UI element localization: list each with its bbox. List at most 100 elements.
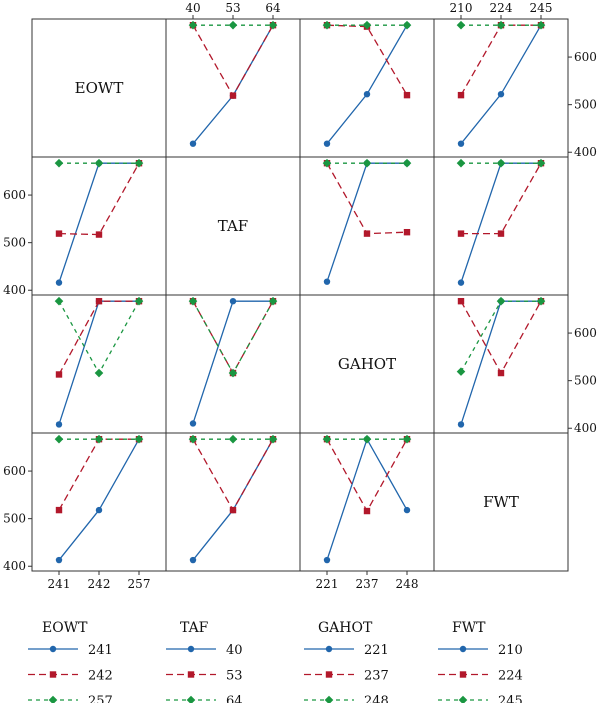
data-point [188,296,198,306]
series-line [460,24,542,145]
data-point [536,158,546,168]
series-line [326,162,408,235]
series-line [460,162,541,283]
panel-frame [433,156,569,296]
data-point [55,506,63,514]
data-point [55,421,63,428]
series-line [460,300,542,375]
y-tick-label: 500 [3,236,26,250]
legend-item-label: 221 [364,643,389,658]
data-point [54,296,64,306]
data-point [229,92,237,99]
data-point [362,158,372,168]
data-point [402,20,412,30]
interaction-panel [54,434,144,564]
series-line [326,438,408,513]
series-line [460,300,541,372]
data-point [268,296,278,306]
legend-marker [458,695,468,703]
data-point [189,420,197,427]
data-point [134,296,144,306]
data-point [456,367,466,376]
panel-frame [433,432,569,572]
legend-item-label: 248 [364,694,389,703]
data-point [268,20,278,30]
factor-label: EOWT [75,79,124,97]
series-line [58,162,140,236]
series-line [326,437,408,561]
series-line [192,24,274,97]
interaction-panel [188,434,278,564]
y-tick-label: 400 [3,283,26,297]
data-point [363,90,371,98]
panel-frame [165,294,301,434]
legend-item-label: 64 [226,694,243,703]
series-line [192,24,274,145]
y-tick-label: 500 [574,98,597,112]
series-line [192,300,274,375]
legend-item-label: 237 [364,669,389,684]
legend-item-label: 241 [88,643,113,658]
interaction-panel [54,296,144,428]
data-point [456,20,466,30]
data-point [363,507,371,515]
series-line [460,300,541,425]
data-point [95,506,103,514]
data-point [134,434,144,444]
data-point [323,278,331,285]
series-line [326,24,408,96]
data-point [228,434,238,444]
legend-title: FWT [452,620,486,636]
interaction-panel [188,296,278,427]
data-point [457,140,465,147]
factor-label: GAHOT [338,355,396,373]
panel-frame [299,432,435,572]
x-tick-label: 242 [88,577,111,591]
legend-group: GAHOT 221 237 248 [304,620,389,703]
data-point [497,230,505,237]
data-point [362,20,372,30]
legend-marker [325,645,333,653]
panel-frame [299,156,435,296]
data-point [189,140,197,147]
data-point [497,369,505,377]
legend-item-label: 210 [498,643,523,658]
data-point [323,140,331,147]
y-tick-label: 400 [574,421,597,435]
legend-marker [324,695,334,703]
interaction-panel [322,434,412,564]
series-line [326,162,407,282]
data-point [323,556,331,564]
data-point [457,279,465,286]
data-point [403,506,411,514]
x-tick-label: 210 [450,1,473,15]
legend-marker [459,645,467,653]
data-point [403,91,411,99]
legend-marker [49,645,57,653]
panel-frame [165,18,301,158]
data-point [54,158,64,168]
panel-frame [31,432,167,572]
y-tick-label: 500 [574,374,597,388]
legend-group: TAF 40 53 64 [166,620,243,703]
data-point [496,20,506,30]
legend-marker [49,671,57,678]
data-point [55,556,63,564]
y-tick-label: 600 [574,50,597,64]
series-line [461,162,542,235]
y-tick-label: 400 [3,559,26,573]
x-tick-label: 248 [396,577,419,591]
series-line [192,438,274,561]
data-point [55,371,63,378]
data-point [54,434,64,444]
legend-marker [325,671,333,678]
series-line [58,300,140,375]
data-point [188,20,198,30]
x-tick-label: 257 [128,577,151,591]
series-line [460,24,541,96]
data-point [322,20,332,30]
y-tick-label: 600 [3,464,26,478]
series-line [192,438,274,512]
panel-frame [299,18,435,158]
